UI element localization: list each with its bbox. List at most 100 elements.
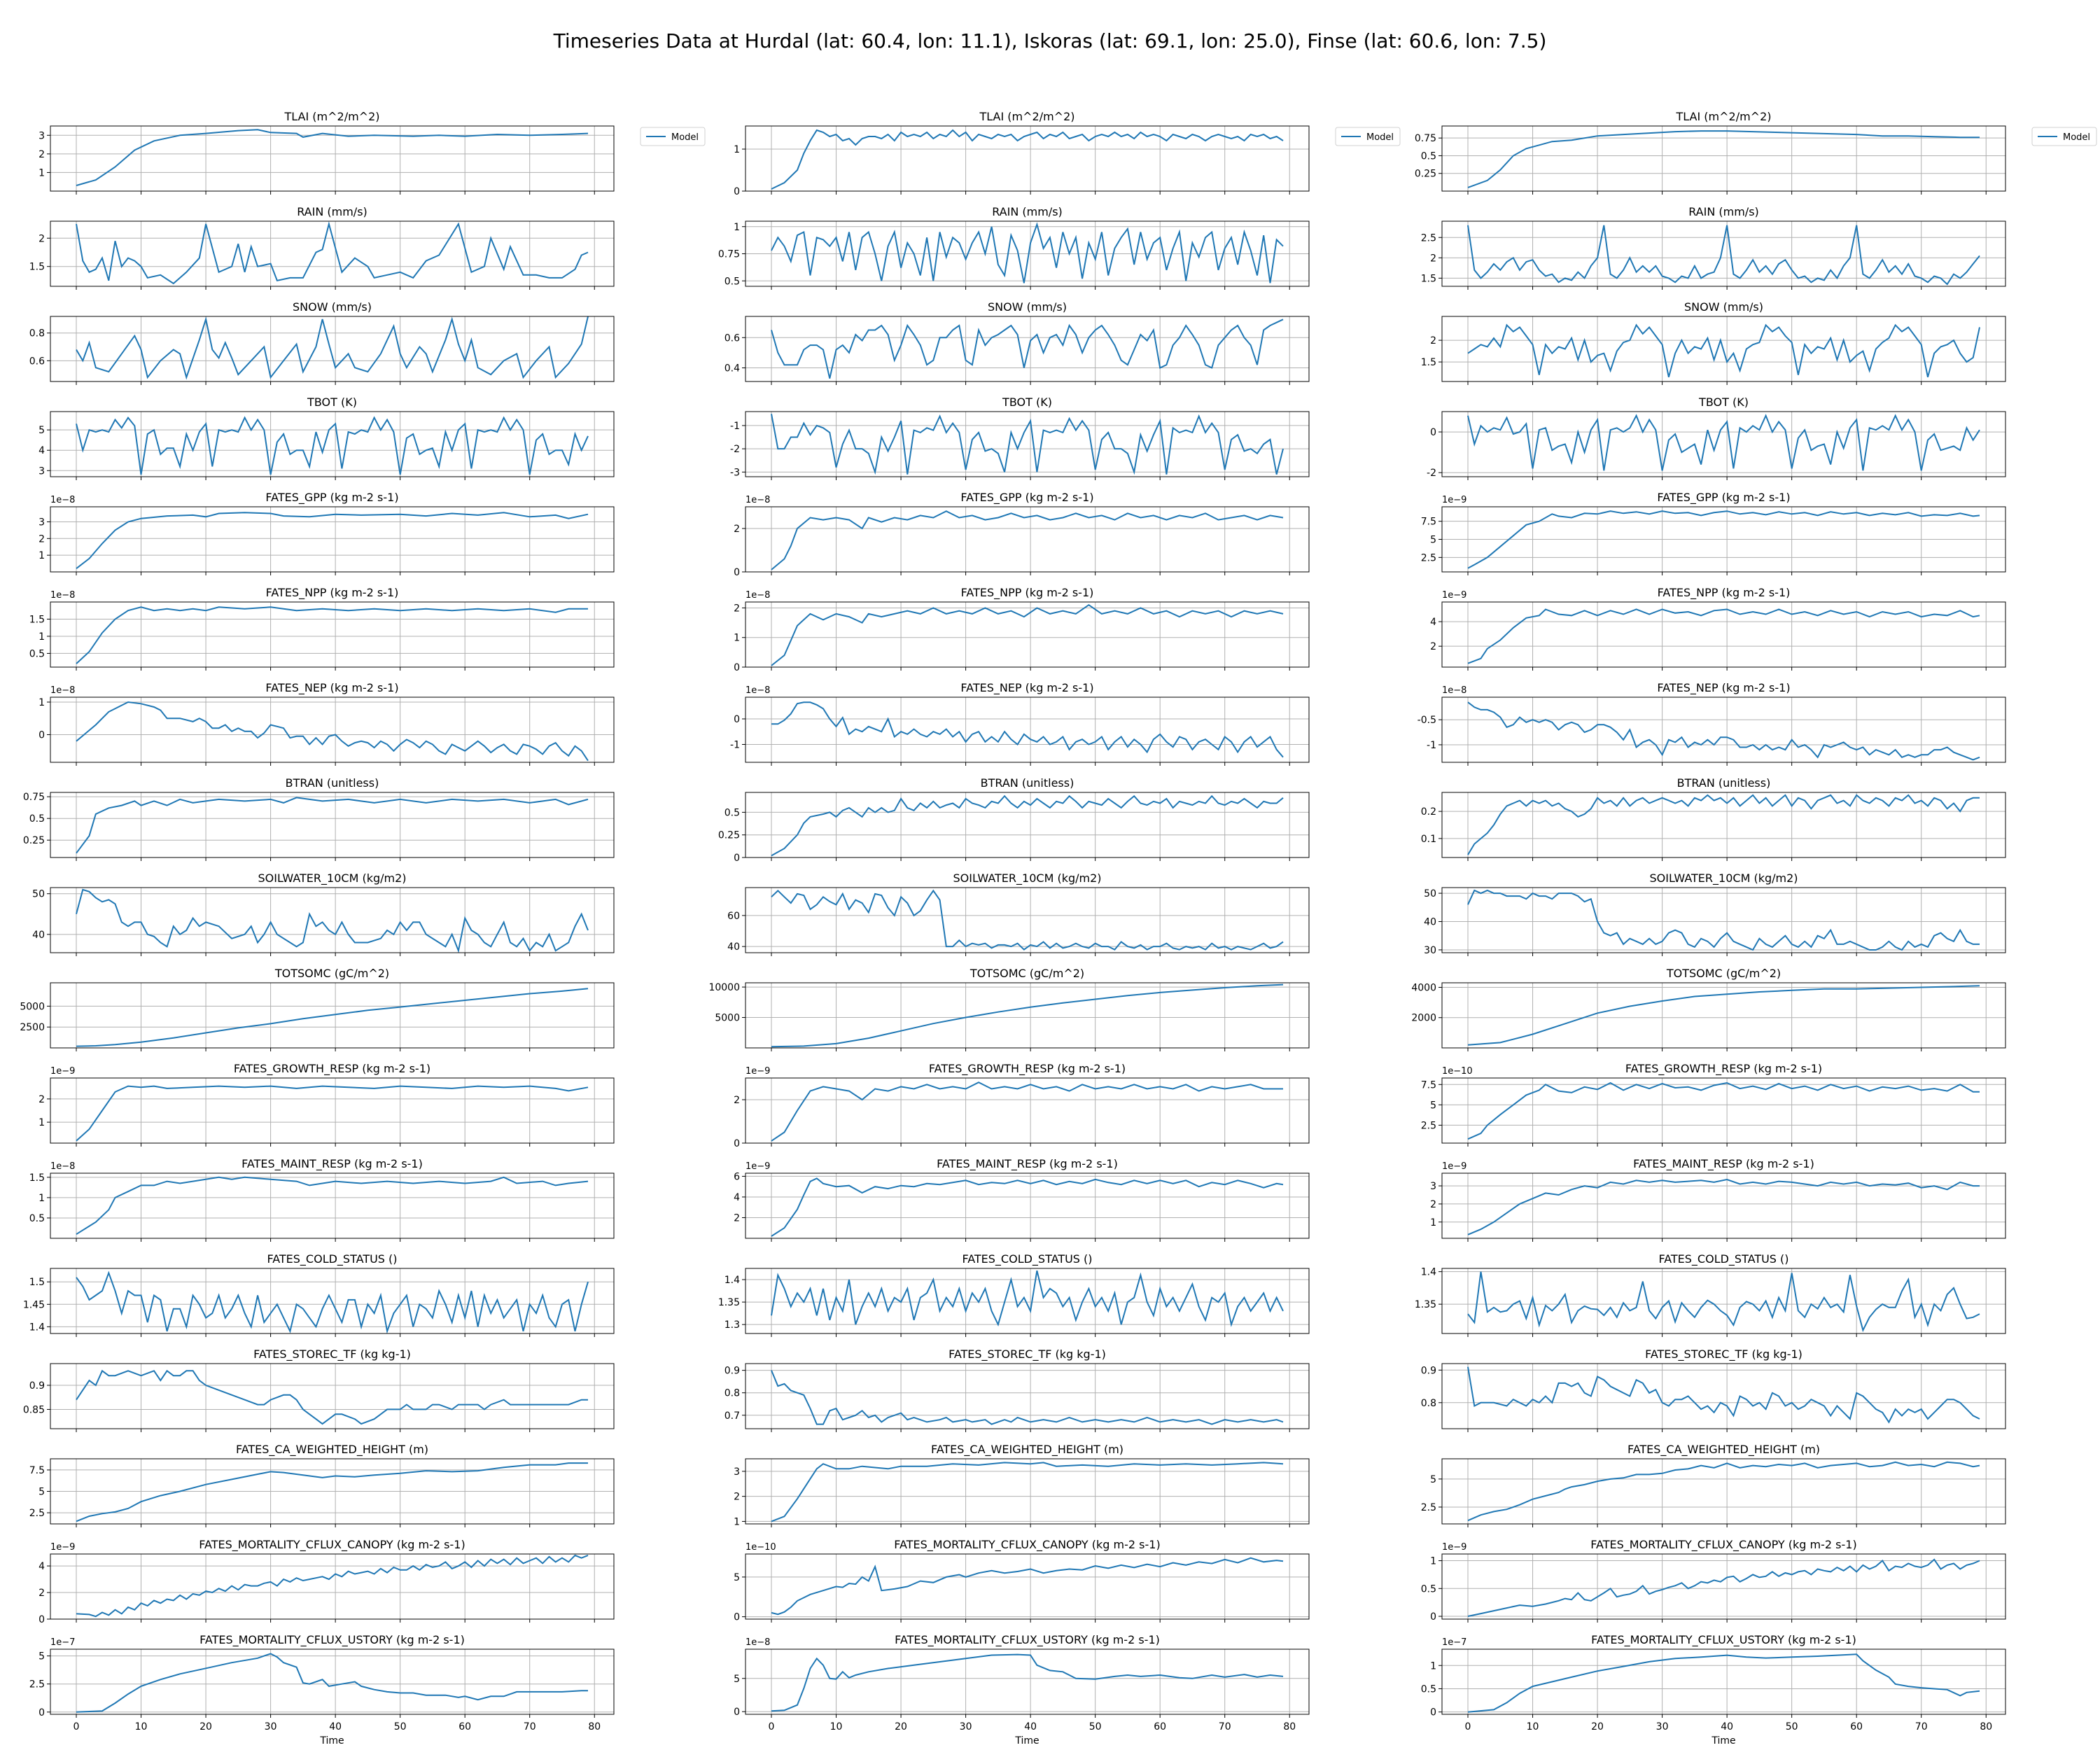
panel: 2.5 5 7.5 FATES_CA_WEIGHTED_HEIGHT (m) bbox=[29, 1443, 615, 1527]
plot-frame bbox=[50, 1268, 615, 1334]
panel-title: FATES_MORTALITY_CFLUX_CANOPY (kg m-2 s-1… bbox=[1590, 1538, 1856, 1552]
series-line-model bbox=[1467, 608, 1980, 664]
plot-frame bbox=[1441, 1553, 2006, 1620]
y-tick-label: 0 bbox=[1430, 427, 1436, 438]
panel-title: TBOT (K) bbox=[307, 396, 357, 409]
plot-frame bbox=[50, 125, 615, 192]
y-tick-label: 0 bbox=[734, 1138, 740, 1149]
panel-title: TLAI (m^2/m^2) bbox=[284, 110, 379, 123]
y-tick-label: -3 bbox=[730, 467, 740, 478]
plot-frame bbox=[745, 316, 1310, 382]
y-tick-label: 3 bbox=[38, 465, 45, 477]
panel-title: FATES_COLD_STATUS () bbox=[962, 1252, 1092, 1266]
plot-frame bbox=[1441, 411, 2006, 477]
plot-frame bbox=[1441, 982, 2006, 1049]
y-tick-label: 5 bbox=[38, 425, 45, 436]
panel: -2 0 TBOT (K) bbox=[1427, 396, 2006, 480]
y-tick-label: 0.9 bbox=[29, 1380, 45, 1392]
plot-frame bbox=[745, 1363, 1310, 1429]
panel-title: FATES_MORTALITY_CFLUX_USTORY (kg m-2 s-1… bbox=[200, 1633, 465, 1647]
series-line-model bbox=[771, 1370, 1284, 1425]
y-tick-label: 0 bbox=[734, 662, 740, 673]
plot-frame bbox=[1441, 1172, 2006, 1239]
y-tick-label: 5 bbox=[1430, 535, 1436, 546]
panel: 1 2 FATES_GROWTH_RESP (kg m-2 s-1) 1e−9 bbox=[38, 1062, 615, 1147]
y-tick-label: 0 bbox=[734, 1707, 740, 1718]
panel: 1 2 3 FATES_CA_WEIGHTED_HEIGHT (m) bbox=[734, 1443, 1310, 1527]
panel-title: FATES_NEP (kg m-2 s-1) bbox=[265, 681, 398, 695]
plot-frame bbox=[745, 1077, 1310, 1144]
panel: 1.35 1.4 FATES_COLD_STATUS () bbox=[1415, 1252, 2006, 1337]
series-line-model bbox=[1467, 985, 1980, 1046]
y-tick-label: 5 bbox=[1430, 1100, 1436, 1111]
panel: 1.4 1.45 1.5 FATES_COLD_STATUS () bbox=[23, 1252, 615, 1337]
panel-title: BTRAN (unitless) bbox=[981, 776, 1074, 790]
y-tick-label: 2 bbox=[1430, 641, 1436, 652]
series-line-model bbox=[1467, 1558, 1980, 1617]
panel: 2.5 5 FATES_CA_WEIGHTED_HEIGHT (m) bbox=[1421, 1443, 2006, 1527]
y-tick-label: 2 bbox=[1430, 335, 1436, 346]
y-tick-label: 1.5 bbox=[1421, 273, 1436, 284]
x-tick-label: 20 bbox=[1591, 1721, 1604, 1732]
panel-title: FATES_NPP (kg m-2 s-1) bbox=[1658, 586, 1791, 600]
x-axis-label: Time bbox=[1711, 1735, 1735, 1746]
series-line-model bbox=[1467, 510, 1980, 569]
x-tick-label: 60 bbox=[458, 1721, 471, 1732]
y-tick-label: 0 bbox=[1430, 1707, 1436, 1718]
x-tick-label: 0 bbox=[769, 1721, 775, 1732]
y-tick-label: 0 bbox=[734, 186, 740, 197]
y-tick-label: 3 bbox=[1430, 1181, 1436, 1192]
series-line-model bbox=[771, 889, 1284, 951]
y-tick-label: 1 bbox=[38, 697, 45, 708]
panel: 5000 10000 TOTSOMC (gC/m^2) bbox=[708, 967, 1310, 1051]
plot-frame bbox=[1441, 1077, 2006, 1144]
panel: -1 -0.5 FATES_NEP (kg m-2 s-1) 1e−8 bbox=[1418, 681, 2006, 766]
panel-title: SOILWATER_10CM (kg/m2) bbox=[953, 872, 1101, 886]
y-tick-label: 50 bbox=[32, 889, 45, 900]
plot-frame bbox=[50, 506, 615, 573]
panel-title: FATES_NPP (kg m-2 s-1) bbox=[961, 586, 1094, 600]
panel: 1 2 3 FATES_MAINT_RESP (kg m-2 s-1) 1e−9 bbox=[1430, 1157, 2006, 1242]
y-tick-label: 0 bbox=[734, 853, 740, 864]
panel: 0 2 4 FATES_MORTALITY_CFLUX_CANOPY (kg m-2 … bbox=[38, 1538, 615, 1625]
x-tick-label: 70 bbox=[1219, 1721, 1231, 1732]
panel: 0 0.5 1 FATES_MORTALITY_CFLUX_USTORY (kg m-… bbox=[1421, 1633, 2006, 1746]
series-line-model bbox=[1467, 130, 1980, 188]
series-line-model bbox=[771, 318, 1284, 379]
panel: 1.5 2 RAIN (mm/s) bbox=[29, 205, 615, 290]
y-tick-label: 1.5 bbox=[29, 1277, 45, 1288]
series-line-model bbox=[1467, 1461, 1980, 1522]
panel: 0 1 2 FATES_NPP (kg m-2 s-1) 1e−8 bbox=[734, 586, 1310, 673]
legend-label: Model bbox=[1366, 132, 1394, 143]
y-tick-label: 4000 bbox=[1411, 982, 1436, 993]
y-tick-label: 0 bbox=[38, 1614, 45, 1625]
panel: 0.25 0.5 0.75 TLAI (m^2/m^2) Model bbox=[1415, 110, 2097, 195]
plot-frame bbox=[50, 1077, 615, 1144]
y-tick-label: 2 bbox=[734, 524, 740, 535]
x-tick-label: 20 bbox=[200, 1721, 212, 1732]
plot-frame bbox=[50, 982, 615, 1049]
series-line-model bbox=[76, 1554, 589, 1618]
y-tick-label: -0.5 bbox=[1418, 715, 1436, 726]
plot-frame bbox=[50, 1363, 615, 1429]
plot-frame bbox=[745, 1648, 1310, 1715]
panel: 0 5 FATES_MORTALITY_CFLUX_USTORY (kg m-2 s… bbox=[734, 1633, 1310, 1746]
series-line-model bbox=[1467, 225, 1980, 286]
x-tick-label: 80 bbox=[588, 1721, 601, 1732]
x-tick-label: 50 bbox=[1089, 1721, 1102, 1732]
axis-exponent-label: 1e−9 bbox=[1442, 1542, 1466, 1553]
series-line-model bbox=[76, 1369, 588, 1425]
legend-label: Model bbox=[671, 132, 699, 143]
y-tick-label: 0.9 bbox=[1421, 1365, 1436, 1376]
x-tick-label: 70 bbox=[1915, 1721, 1928, 1732]
y-tick-label: 5000 bbox=[20, 1001, 45, 1012]
y-tick-label: 0.75 bbox=[1415, 133, 1436, 144]
y-tick-label: 0.75 bbox=[23, 792, 45, 803]
panel-title: TBOT (K) bbox=[1698, 396, 1749, 409]
series-line-model bbox=[76, 701, 589, 762]
panel: 0.1 0.2 BTRAN (unitless) bbox=[1421, 776, 2006, 861]
series-line-model bbox=[76, 1270, 589, 1334]
page-title: Timeseries Data at Hurdal (lat: 60.4, lo… bbox=[553, 29, 1547, 52]
